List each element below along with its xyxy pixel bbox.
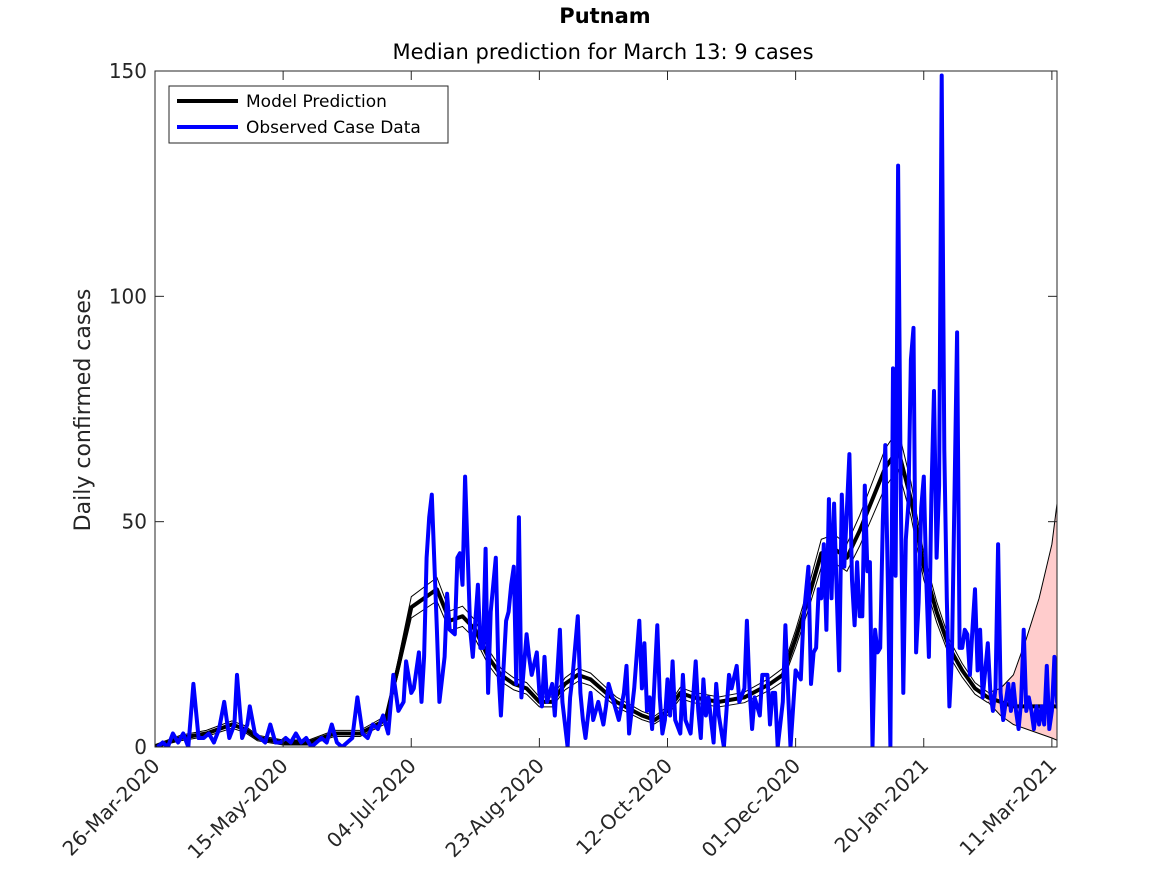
plot-area [155,71,1057,747]
model-prediction-line [155,447,1057,747]
y-tick-label: 50 [122,510,147,534]
axes-box [154,70,1058,748]
observed-case-line [156,73,1057,747]
forecast-band [987,503,1057,741]
y-tick-label: 150 [109,59,147,83]
legend-model-label: Model Prediction [246,92,387,112]
chart-subtitle: Median prediction for March 13: 9 cases [392,40,813,64]
y-tick-label: 0 [134,735,147,759]
y-axis: 0 50 100 150 [109,59,1057,759]
legend-box [168,85,449,144]
y-axis-label: Daily confirmed cases [71,289,96,532]
y-tick-label: 100 [109,284,147,308]
legend-observed-label: Observed Case Data [246,118,421,138]
chart-title: Putnam [559,4,650,28]
legend: Model Prediction Observed Case Data [168,85,449,144]
